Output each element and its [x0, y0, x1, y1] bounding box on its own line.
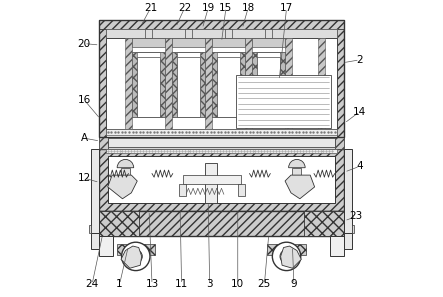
Bar [245, 38, 252, 129]
Text: 3: 3 [206, 279, 213, 290]
Bar [285, 38, 291, 129]
Bar [165, 38, 172, 129]
Bar [91, 233, 99, 249]
Bar [335, 137, 344, 148]
Bar [280, 53, 285, 117]
Bar [132, 38, 165, 47]
Bar [252, 38, 285, 47]
Bar [145, 29, 152, 38]
Bar [236, 75, 331, 128]
Text: 15: 15 [219, 3, 233, 13]
Text: 12: 12 [78, 173, 91, 183]
Bar [252, 53, 257, 117]
Bar [99, 20, 344, 137]
Bar [304, 211, 344, 236]
Bar [179, 184, 186, 196]
Text: A: A [81, 133, 88, 143]
Bar [99, 148, 344, 211]
Bar [106, 38, 337, 129]
Bar [217, 57, 240, 117]
Text: 23: 23 [350, 211, 363, 222]
Bar [132, 53, 165, 117]
Bar [185, 29, 192, 38]
Bar [257, 57, 280, 117]
Bar [177, 57, 200, 117]
Bar [205, 38, 212, 129]
Circle shape [129, 250, 142, 263]
Circle shape [272, 242, 301, 271]
Bar [106, 29, 337, 38]
Wedge shape [117, 159, 134, 168]
Text: 24: 24 [85, 279, 99, 290]
Bar [132, 53, 137, 117]
Bar [212, 53, 245, 117]
Bar [330, 236, 344, 256]
Bar [99, 236, 113, 256]
Bar [99, 137, 108, 148]
Bar [172, 53, 205, 117]
Bar [183, 175, 241, 184]
Bar [117, 244, 155, 255]
Bar [121, 168, 130, 175]
Bar [212, 53, 217, 117]
Bar [172, 38, 205, 47]
Bar [344, 233, 352, 249]
Bar [265, 29, 272, 38]
Bar [337, 20, 344, 137]
Bar [91, 148, 99, 233]
Bar [212, 38, 245, 47]
Bar [225, 29, 232, 38]
Text: 4: 4 [357, 161, 363, 171]
Bar [352, 225, 354, 233]
Circle shape [121, 242, 150, 271]
Text: 11: 11 [175, 279, 188, 290]
Text: 14: 14 [353, 107, 366, 116]
Bar [267, 244, 306, 255]
Text: 16: 16 [78, 95, 91, 105]
Bar [137, 57, 160, 117]
Bar [108, 156, 335, 203]
Bar [160, 53, 165, 117]
Text: 21: 21 [144, 3, 157, 13]
Text: 17: 17 [280, 3, 293, 13]
Bar [344, 148, 352, 233]
Circle shape [280, 250, 293, 263]
Bar [292, 168, 301, 175]
Bar [99, 211, 344, 236]
Text: 9: 9 [291, 279, 297, 290]
Bar [99, 20, 106, 137]
Text: 2: 2 [357, 55, 363, 65]
Bar [99, 20, 344, 29]
Bar [240, 53, 245, 117]
Polygon shape [108, 175, 137, 199]
Bar [205, 163, 217, 203]
Polygon shape [121, 246, 142, 268]
Text: 18: 18 [241, 3, 255, 13]
Text: 20: 20 [78, 39, 91, 48]
Bar [125, 38, 132, 129]
Bar [319, 38, 325, 129]
Wedge shape [288, 159, 305, 168]
Bar [200, 53, 205, 117]
Polygon shape [285, 175, 315, 199]
Bar [89, 225, 91, 233]
Bar [252, 53, 285, 117]
Text: 19: 19 [202, 3, 215, 13]
Polygon shape [280, 246, 301, 268]
Text: 13: 13 [145, 279, 159, 290]
Bar [99, 211, 139, 236]
Bar [106, 129, 337, 135]
Text: 25: 25 [258, 279, 271, 290]
Text: 22: 22 [178, 3, 191, 13]
Text: 1: 1 [116, 279, 123, 290]
Text: 10: 10 [231, 279, 245, 290]
Bar [106, 148, 337, 153]
Bar [108, 138, 335, 147]
Bar [238, 184, 245, 196]
Bar [172, 53, 177, 117]
